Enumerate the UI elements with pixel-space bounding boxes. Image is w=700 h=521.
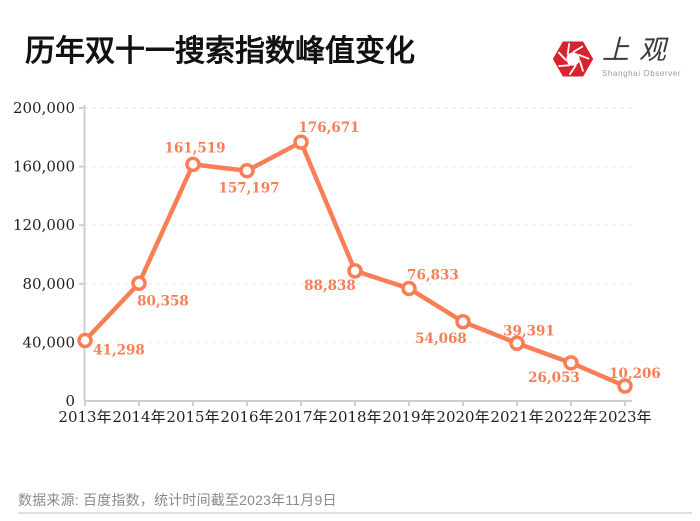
data-point-label: 41,298 [93,342,145,358]
data-point-marker [563,355,579,371]
data-point-label: 26,053 [528,370,580,386]
data-point-label: 54,068 [415,331,467,347]
data-point-marker [131,275,147,292]
x-axis-tick-label: 2022年 [544,408,597,426]
data-point-marker [239,162,255,179]
data-point-label: 10,206 [609,366,661,382]
data-point-label: 88,838 [304,278,356,294]
x-axis-tick-label: 2017年 [274,408,327,426]
data-point-label: 157,197 [218,181,279,197]
data-point-label: 161,519 [164,140,225,156]
data-point-marker [455,314,471,330]
x-axis-tick-label: 2019年 [382,408,435,426]
footer-divider [18,512,692,514]
x-axis-tick-label: 2015年 [166,408,219,426]
logo-wordmark: 上观 [602,35,676,66]
x-axis-tick-label: 2016年 [220,408,273,426]
data-point-label: 76,833 [407,267,459,283]
x-axis-tick-label: 2013年 [58,408,111,426]
x-axis-tick-label: 2023年 [598,408,651,426]
data-point-marker [347,263,363,279]
y-axis-tick-label: 80,000 [23,275,76,293]
data-point-label: 39,391 [503,323,555,339]
y-axis-tick-label: 0 [65,392,75,410]
data-point-marker [77,332,93,349]
logo-text-block: 上观 Shanghai Observer [602,34,682,79]
source-note: 数据来源: 百度指数，统计时间截至2023年11月9日 [18,492,337,508]
y-axis-tick-label: 120,000 [13,216,75,234]
data-point-marker [401,280,417,297]
aperture-logo-icon [552,41,594,77]
page-title: 历年双十一搜索指数峰值变化 [25,35,415,68]
logo-subtitle: Shanghai Observer [602,69,682,78]
line-chart: 0 40,000 80,000 120,000 160,000 200,000 2013年 2… [0,95,700,440]
data-point-marker [509,335,525,352]
y-axis-tick-label: 200,000 [13,99,75,117]
y-axis-tick-label: 40,000 [23,333,76,351]
y-axis-tick-label: 160,000 [13,158,75,176]
x-axis-tick-label: 2018年 [328,408,381,426]
x-axis-tick-label: 2014年 [112,408,165,426]
x-axis-tick-label: 2020年 [436,408,489,426]
x-axis-tick-label: 2021年 [490,408,543,426]
data-point-marker [617,378,633,394]
data-point-label: 176,671 [298,120,359,136]
shanghai-observer-logo: 上观 Shanghai Observer [552,34,692,88]
data-point-marker [185,156,201,173]
data-point-label: 80,358 [137,293,189,309]
data-point-marker [293,134,309,150]
